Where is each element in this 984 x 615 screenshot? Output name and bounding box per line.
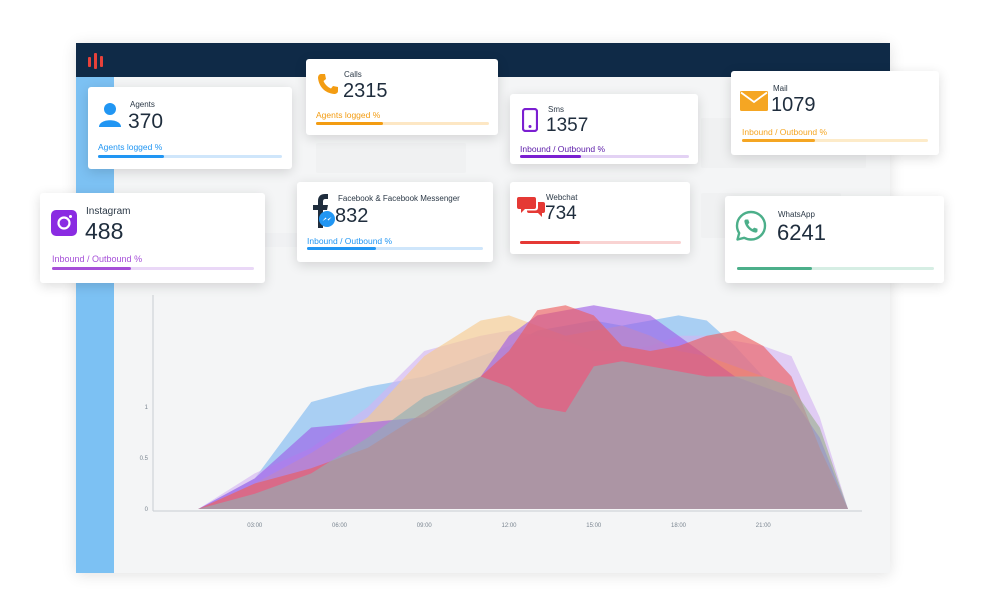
progress-bar bbox=[737, 267, 934, 270]
card-value: 1357 bbox=[546, 115, 589, 136]
card-value: 6241 bbox=[777, 220, 826, 245]
progress-bar bbox=[742, 139, 928, 142]
card-subtitle: Inbound / Outbound % bbox=[520, 144, 606, 154]
card-value: 734 bbox=[545, 203, 577, 224]
area-series-6 bbox=[198, 361, 848, 509]
card-subtitle: Inbound / Outbound % bbox=[307, 236, 393, 246]
card-value: 832 bbox=[335, 205, 369, 227]
progress-bar bbox=[307, 247, 483, 250]
card-title: Calls bbox=[344, 70, 362, 79]
card-subtitle: Agents logged % bbox=[316, 110, 381, 120]
user-icon bbox=[99, 103, 121, 127]
card-title: WhatsApp bbox=[778, 210, 815, 219]
card-title: Mail bbox=[773, 84, 788, 93]
x-tick-label: 15:00 bbox=[586, 523, 602, 529]
facebook-card[interactable]: Facebook & Facebook Messenger 832 Inboun… bbox=[297, 182, 493, 262]
progress-bar bbox=[52, 267, 254, 270]
background-card bbox=[316, 143, 466, 173]
instagram-card[interactable]: Instagram 488 Inbound / Outbound % bbox=[40, 193, 265, 283]
x-tick-label: 18:00 bbox=[671, 523, 687, 529]
progress-bar bbox=[520, 241, 681, 244]
card-value: 488 bbox=[85, 218, 124, 244]
facebook-messenger-icon bbox=[313, 194, 335, 228]
card-subtitle: Inbound / Outbound % bbox=[52, 254, 143, 264]
whatsapp-icon bbox=[735, 210, 767, 241]
card-title: Webchat bbox=[546, 193, 578, 202]
whatsapp-card[interactable]: WhatsApp 6241 bbox=[725, 196, 944, 283]
card-title: Facebook & Facebook Messenger bbox=[338, 194, 460, 203]
progress-bar bbox=[98, 155, 282, 158]
agents-card[interactable]: Agents 370 Agents logged % bbox=[88, 87, 292, 169]
mobile-icon bbox=[522, 108, 538, 132]
chat-bubbles-icon bbox=[517, 197, 545, 217]
card-title: Sms bbox=[548, 105, 564, 114]
y-tick-label: 0 bbox=[145, 507, 149, 513]
sms-card[interactable]: Sms 1357 Inbound / Outbound % bbox=[510, 94, 698, 164]
y-tick-label: 1 bbox=[145, 405, 149, 411]
x-tick-label: 03:00 bbox=[247, 523, 263, 529]
x-tick-label: 12:00 bbox=[501, 523, 517, 529]
card-title: Agents bbox=[130, 100, 155, 109]
x-tick-label: 09:00 bbox=[417, 523, 433, 529]
phone-icon bbox=[318, 74, 338, 94]
instagram-icon bbox=[51, 210, 77, 236]
card-title: Instagram bbox=[86, 206, 131, 217]
card-subtitle: Inbound / Outbound % bbox=[742, 127, 828, 137]
progress-bar bbox=[520, 155, 689, 158]
envelope-icon bbox=[740, 91, 768, 111]
x-tick-label: 21:00 bbox=[756, 523, 772, 529]
webchat-card[interactable]: Webchat 734 bbox=[510, 182, 690, 254]
calls-card[interactable]: Calls 2315 Agents logged % bbox=[306, 59, 498, 135]
area-chart: 03:00 06:00 09:00 12:00 15:00 18:00 21:00 0 0.5 1 bbox=[140, 295, 862, 529]
x-tick-label: 06:00 bbox=[332, 523, 348, 529]
card-subtitle: Agents logged % bbox=[98, 142, 163, 152]
progress-bar bbox=[316, 122, 489, 125]
card-value: 370 bbox=[128, 110, 164, 133]
card-value: 1079 bbox=[771, 94, 816, 116]
mail-card[interactable]: Mail 1079 Inbound / Outbound % bbox=[731, 71, 939, 155]
y-tick-label: 0.5 bbox=[140, 456, 149, 462]
logo-icon[interactable] bbox=[88, 53, 108, 69]
card-value: 2315 bbox=[343, 80, 388, 102]
